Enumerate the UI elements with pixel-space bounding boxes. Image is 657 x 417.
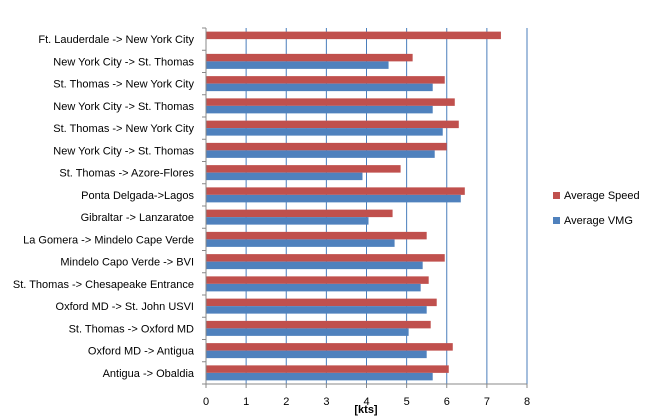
legend-label-average-vmg: Average VMG xyxy=(564,215,633,227)
category-label: Antigua -> Obaldia xyxy=(103,368,195,380)
bar-average-vmg xyxy=(206,372,433,381)
bar-average-speed xyxy=(206,53,413,62)
tick-labels: 0 1 2 3 4 5 6 7 8 xyxy=(203,396,530,408)
x-axis-title: [kts] xyxy=(354,404,378,416)
bar-average-speed xyxy=(206,320,431,329)
bar-average-speed xyxy=(206,165,401,173)
bar-average-speed xyxy=(206,98,455,106)
category-labels: Ft. Lauderdale -> New York City New York … xyxy=(13,34,195,380)
category-label: Mindelo Capo Verde -> BVI xyxy=(60,257,194,269)
bar-average-speed xyxy=(206,120,459,129)
bar-average-vmg xyxy=(206,150,435,158)
category-label: New York City -> St. Thomas xyxy=(53,101,194,113)
bar-average-vmg xyxy=(206,128,443,136)
category-label: St. Thomas -> Azore-Flores xyxy=(59,168,194,180)
bar-average-speed xyxy=(206,343,453,351)
bar-average-vmg xyxy=(206,350,427,359)
category-label: Ft. Lauderdale -> New York City xyxy=(38,34,194,46)
bar-average-speed xyxy=(206,276,429,284)
bar-average-speed xyxy=(206,31,501,40)
bar-average-vmg xyxy=(206,306,427,314)
x-tick-label: 7 xyxy=(484,396,490,408)
category-label: St. Thomas -> Chesapeake Entrance xyxy=(13,279,194,291)
bar-average-vmg xyxy=(206,217,369,225)
bar-average-vmg xyxy=(206,61,389,69)
bar-average-speed xyxy=(206,187,465,195)
x-tick-label: 8 xyxy=(524,396,530,408)
bar-average-vmg xyxy=(206,239,395,247)
category-label: Oxford MD -> St. John USVI xyxy=(56,301,194,313)
category-label: Oxford MD -> Antigua xyxy=(88,346,195,358)
axes xyxy=(202,27,528,388)
bars xyxy=(206,31,501,381)
bar-average-speed xyxy=(206,231,427,240)
legend-swatch-average-speed xyxy=(553,192,560,199)
legend-swatch-average-vmg xyxy=(553,217,560,224)
legend: Average Speed Average VMG xyxy=(553,190,640,227)
bar-average-speed xyxy=(206,76,445,84)
bar-average-vmg xyxy=(206,283,421,292)
bar-average-vmg xyxy=(206,83,433,92)
category-label: New York City -> St. Thomas xyxy=(53,145,194,157)
bar-average-vmg xyxy=(206,328,409,336)
x-tick-label: 6 xyxy=(444,396,450,408)
category-label: St. Thomas -> Oxford MD xyxy=(69,323,194,335)
bar-average-speed xyxy=(206,254,445,262)
bar-average-speed xyxy=(206,298,437,307)
category-label: St. Thomas -> New York City xyxy=(53,123,194,135)
x-tick-label: 2 xyxy=(283,396,289,408)
bar-average-vmg xyxy=(206,105,433,114)
category-label: Ponta Delgada->Lagos xyxy=(81,190,194,202)
bar-average-speed xyxy=(206,365,449,373)
x-tick-label: 4 xyxy=(363,396,369,408)
bar-average-vmg xyxy=(206,194,461,203)
category-label: Gibraltar -> Lanzaratoe xyxy=(81,212,194,224)
category-label: La Gomera -> Mindelo Cape Verde xyxy=(23,234,194,246)
bar-average-speed xyxy=(206,142,447,151)
x-tick-label: 5 xyxy=(404,396,410,408)
x-tick-label: 1 xyxy=(243,396,249,408)
category-label: New York City -> St. Thomas xyxy=(53,56,194,68)
bar-average-vmg xyxy=(206,172,363,181)
x-tick-label: 3 xyxy=(323,396,329,408)
bar-average-vmg xyxy=(206,261,423,270)
x-tick-label: 0 xyxy=(203,396,209,408)
bar-average-speed xyxy=(206,209,393,218)
category-label: St. Thomas -> New York City xyxy=(53,79,194,91)
legend-label-average-speed: Average Speed xyxy=(564,190,640,202)
